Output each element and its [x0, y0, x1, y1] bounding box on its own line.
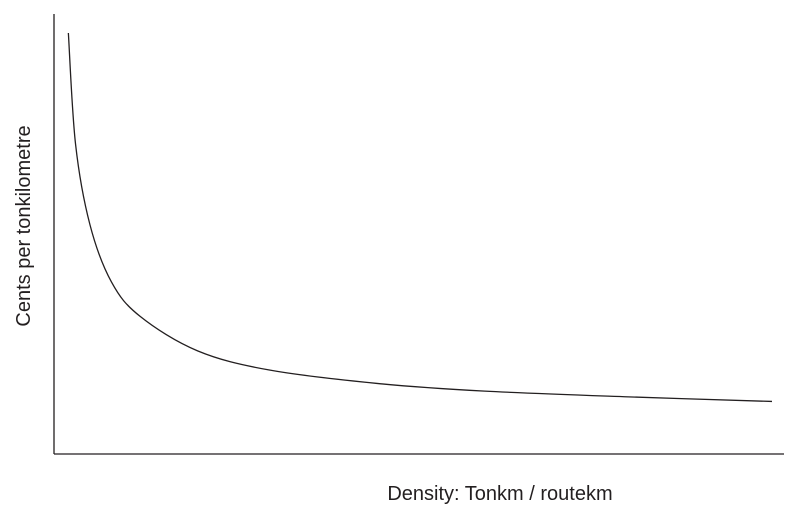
y-axis-label: Cents per tonkilometre: [13, 125, 35, 326]
series-curve: [67, 32, 773, 403]
x-axis-label: Density: Tonkm / routekm: [387, 483, 612, 505]
